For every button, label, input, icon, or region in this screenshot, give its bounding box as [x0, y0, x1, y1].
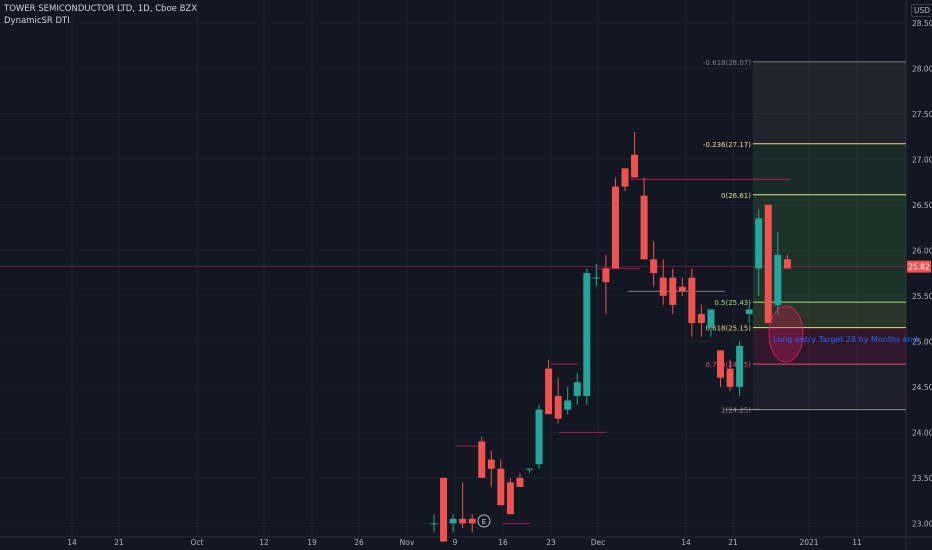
fib-level-label: 0(26.61) [721, 192, 751, 200]
price-tick-label: 23.50 [912, 474, 932, 483]
time-tick-label: 23 [546, 538, 556, 547]
time-tick-label: 11 [852, 538, 862, 547]
price-tick-label: 28.00 [912, 64, 932, 73]
time-tick-label: 12 [259, 538, 269, 547]
candle-body [650, 259, 658, 274]
indicator-label[interactable]: DynamicSR DTI [4, 16, 70, 26]
candle-body [487, 459, 495, 469]
fib-level-label: 0.786(24.75) [705, 361, 751, 369]
fib-level-label: 1(24.25) [721, 407, 751, 415]
price-tick-label: 24.50 [912, 383, 932, 392]
price-tick-label: 24.00 [912, 428, 932, 437]
time-tick-label: 14 [67, 538, 77, 547]
candle-body [554, 395, 562, 419]
candle-body [478, 441, 486, 478]
earnings-marker [477, 514, 491, 528]
candle-body [688, 277, 696, 324]
candle-body [583, 273, 591, 396]
candle-body [602, 268, 610, 283]
currency-label[interactable]: USD [911, 4, 932, 17]
candle-body [764, 204, 772, 324]
candle-body [783, 259, 791, 269]
fib-zone [753, 143, 906, 195]
candle-body [516, 477, 524, 487]
candle-body [506, 482, 514, 515]
price-tick-label: 26.50 [912, 201, 932, 210]
candle-body [774, 254, 782, 305]
candle-body [640, 195, 648, 260]
earnings-marker-label: E [482, 518, 486, 526]
candle-body [592, 277, 600, 279]
candle-body [468, 518, 476, 524]
candle-body [697, 314, 705, 324]
price-tick-label: 25.00 [912, 337, 932, 346]
time-tick-label: Oct [191, 538, 204, 547]
candle-body [449, 518, 457, 524]
candle-body [459, 518, 467, 524]
fib-level-label: 0.5(25.43) [714, 299, 751, 307]
candle-body [669, 277, 677, 305]
price-tick-label: 28.50 [912, 19, 932, 28]
candle-body [717, 350, 724, 378]
candle-body [745, 309, 753, 315]
time-tick-label: 16 [498, 538, 508, 547]
time-tick-label: 21 [728, 538, 738, 547]
price-tick-label: 23.00 [912, 519, 932, 528]
fib-zone [753, 302, 906, 328]
fib-zone [753, 327, 906, 365]
time-tick-label: 9 [453, 538, 458, 547]
fib-level-label: -0.236(27.17) [703, 141, 751, 149]
candle-body [564, 400, 572, 410]
candle-body [535, 409, 543, 465]
price-tick-label: 27.00 [912, 155, 932, 164]
candle-body [726, 368, 734, 387]
candle-body [545, 368, 553, 415]
candle-body [755, 218, 763, 269]
candle-body [621, 168, 629, 187]
candle-body [659, 277, 667, 296]
candle-body [573, 382, 581, 396]
time-tick-label: 21 [114, 538, 124, 547]
candle-body [611, 186, 619, 269]
time-tick-label: 14 [681, 538, 691, 547]
time-tick-label: 19 [307, 538, 317, 547]
time-tick-label: 2021 [799, 538, 818, 547]
last-price-badge [907, 260, 931, 273]
candle-body [526, 468, 533, 470]
time-tick-label: 26 [354, 538, 364, 547]
symbol-title[interactable]: TOWER SEMICONDUCTOR LTD, 1D, Cboe BZX [4, 4, 198, 14]
candle-body [497, 468, 505, 506]
fib-level-label: -0.618(28.07) [703, 59, 751, 67]
annotation-ellipse [768, 305, 804, 363]
fib-zone [753, 364, 906, 410]
candle-body [678, 286, 686, 292]
candle-body [440, 477, 448, 542]
time-tick-label: Dec [591, 538, 606, 547]
candle-body [707, 309, 715, 328]
candle-body [430, 523, 438, 525]
price-tick-label: 26.00 [912, 246, 932, 255]
candle-body [736, 345, 744, 387]
price-tick-label: 27.50 [912, 110, 932, 119]
price-tick-label: 25.50 [912, 292, 932, 301]
fib-zone [753, 61, 906, 144]
annotation-text: Long entry Target 28 by Months end [773, 335, 918, 344]
fib-level-label: 0.618(25.15) [705, 325, 751, 333]
last-price-label: 25.82 [908, 263, 930, 272]
candle-body [631, 154, 639, 178]
time-tick-label: Nov [400, 538, 415, 547]
